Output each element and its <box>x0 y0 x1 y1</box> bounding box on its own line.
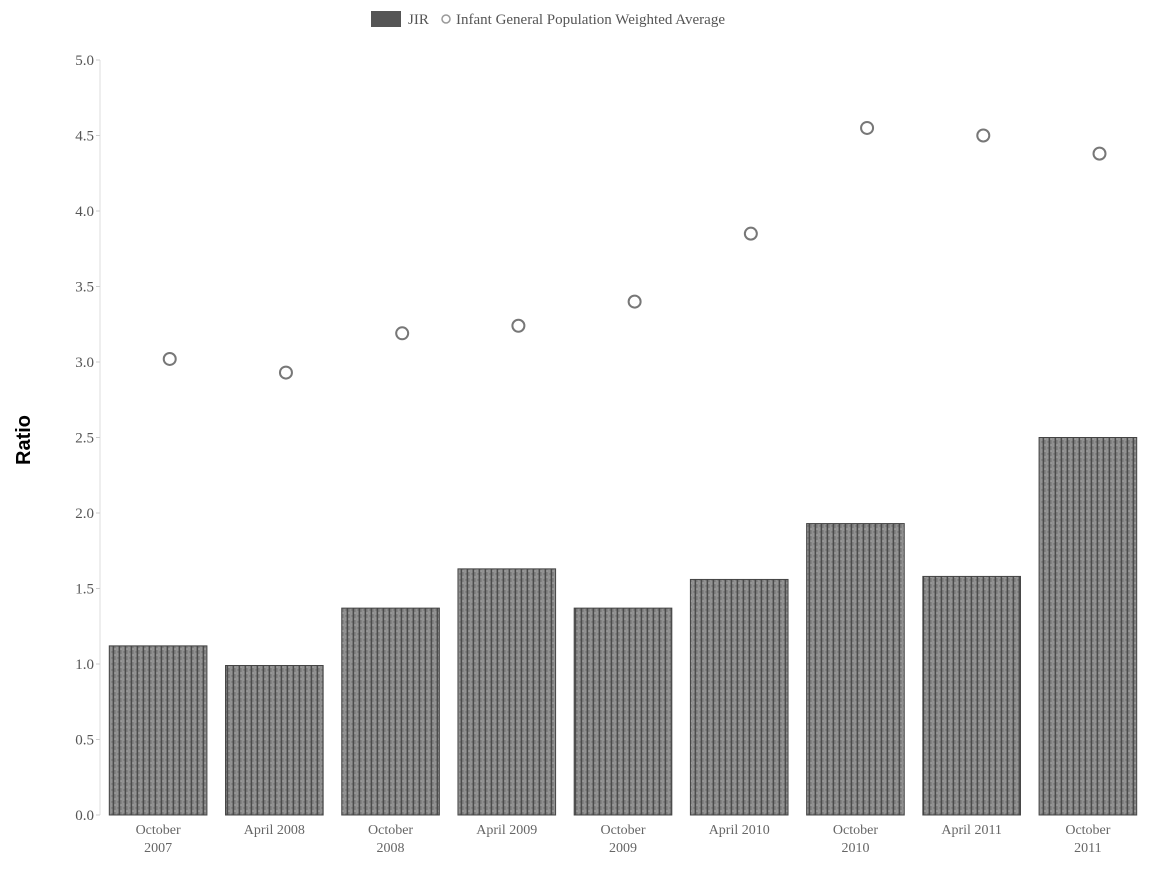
bar <box>225 665 324 816</box>
x-tick-label-line: October <box>1065 823 1110 838</box>
x-tick-label: October 2010 <box>833 823 878 856</box>
x-tick-label-line: October <box>136 823 181 838</box>
x-tick-label-line: 2009 <box>609 841 637 856</box>
y-tick-label: 3.5 <box>75 280 94 296</box>
point-group <box>162 120 1107 380</box>
x-tick-label-line: October <box>368 823 413 838</box>
y-tick-label: 4.0 <box>75 204 94 220</box>
point <box>278 365 293 380</box>
x-tick-label-line: April 2008 <box>244 823 305 838</box>
x-tick-label: October 2009 <box>600 823 645 856</box>
y-axis-label: Ratio <box>13 415 35 465</box>
bar <box>806 523 905 816</box>
legend-line-marker <box>441 14 451 24</box>
legend-line-label: Infant General Population Weighted Avera… <box>456 12 725 28</box>
x-tick-label-line: 2011 <box>1074 841 1101 856</box>
x-tick-label: April 2009 <box>476 823 537 838</box>
y-tick-group: 0.0 0.5 1.0 1.5 2.0 2.5 3.0 3.5 4.0 4.5 5.0 <box>75 53 100 824</box>
legend-bar-label: JIR <box>408 12 429 28</box>
x-tick-label-line: 2010 <box>841 841 869 856</box>
y-tick-label: 5.0 <box>75 53 94 69</box>
x-tick-group: October 2007 April 2008 October 2008 April 20… <box>136 823 1111 856</box>
x-tick-label-line: 2008 <box>377 841 405 856</box>
bar <box>922 575 1021 816</box>
x-tick-label-line: April 2010 <box>709 823 770 838</box>
y-tick-label: 2.5 <box>75 431 94 447</box>
x-tick-label-line: April 2011 <box>941 823 1002 838</box>
y-tick-label: 1.5 <box>75 582 94 598</box>
legend: JIR Infant General Population Weighted A… <box>371 11 725 28</box>
bar-group <box>108 437 1138 816</box>
y-tick-label: 4.5 <box>75 129 94 145</box>
x-tick-label: April 2011 <box>941 823 1002 838</box>
x-tick-label-line: 2007 <box>144 841 172 856</box>
bar <box>1038 437 1138 816</box>
y-tick-label: 0.5 <box>75 733 94 749</box>
bar <box>457 568 557 816</box>
x-tick-label: October 2008 <box>368 823 413 856</box>
x-tick-label: October 2007 <box>136 823 181 856</box>
x-tick-label-line: October <box>600 823 645 838</box>
point <box>395 326 410 341</box>
point <box>627 294 642 309</box>
legend-bar-swatch <box>371 11 401 27</box>
point <box>860 120 875 135</box>
y-tick-label: 2.0 <box>75 506 94 522</box>
bar <box>573 607 673 816</box>
x-tick-label: October 2011 <box>1065 823 1110 856</box>
y-tick-label: 0.0 <box>75 808 94 824</box>
bar <box>108 645 208 816</box>
point <box>743 226 758 241</box>
x-tick-label: April 2010 <box>709 823 770 838</box>
x-tick-label-line: April 2009 <box>476 823 537 838</box>
point <box>976 128 991 143</box>
point <box>1092 146 1107 161</box>
point <box>511 318 526 333</box>
y-tick-label: 1.0 <box>75 657 94 673</box>
point <box>162 351 177 366</box>
x-tick-label: April 2008 <box>244 823 305 838</box>
bar <box>689 578 789 816</box>
x-tick-label-line: October <box>833 823 878 838</box>
bar <box>341 607 440 816</box>
y-tick-label: 3.0 <box>75 355 94 371</box>
